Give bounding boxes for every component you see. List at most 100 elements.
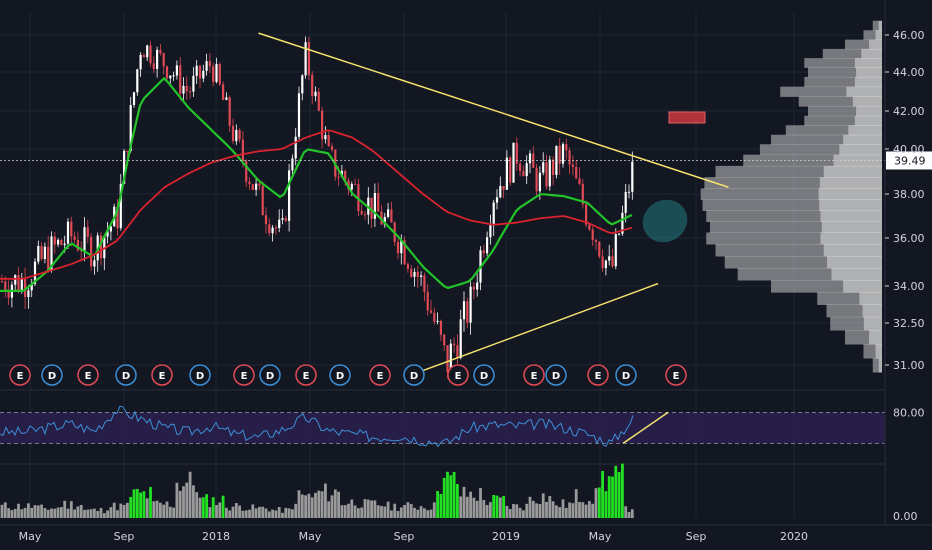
volume-bar: [413, 507, 416, 518]
dividend-marker[interactable]: [545, 364, 567, 386]
volume-bar: [541, 493, 545, 518]
volume-profile-value-area: [823, 165, 882, 178]
candle-body: [476, 282, 479, 290]
volume-bar: [439, 493, 443, 518]
volume-bar: [195, 492, 199, 518]
candle-body: [591, 229, 594, 241]
candle-body: [314, 91, 317, 97]
candle-body: [202, 70, 205, 79]
volume-bar: [119, 503, 123, 518]
dividend-marker[interactable]: [189, 364, 211, 386]
price-tick-label: 34.00: [893, 280, 925, 293]
volume-bar: [396, 510, 400, 518]
candle-body: [33, 261, 37, 284]
ma-slow-line: [0, 129, 633, 280]
candle-body: [548, 159, 551, 187]
volume-bar: [459, 496, 463, 518]
dividend-marker[interactable]: [259, 364, 281, 386]
earnings-marker[interactable]: [665, 364, 687, 386]
dividend-marker[interactable]: [615, 364, 637, 386]
candle-body: [294, 136, 297, 159]
volume-profile-value-area: [831, 268, 882, 281]
dividend-marker[interactable]: [115, 364, 137, 386]
volume-bar: [581, 502, 585, 518]
dividend-marker[interactable]: [41, 364, 63, 386]
time-tick-label: 2019: [492, 530, 520, 543]
volume-bar: [149, 487, 152, 518]
volume-bar: [597, 487, 601, 518]
volume-profile-value-area: [875, 344, 882, 359]
candle-body: [136, 69, 139, 93]
price-tick-label: 40.00: [893, 143, 925, 156]
volume-profile-value-area: [878, 20, 882, 31]
earnings-marker[interactable]: [151, 364, 173, 386]
candle-body: [459, 319, 462, 359]
volume-bar: [366, 499, 370, 518]
candle-body: [109, 226, 112, 232]
time-tick-label: May: [299, 530, 322, 543]
volume-bar: [122, 504, 126, 518]
volume-bar: [333, 489, 337, 518]
earnings-marker[interactable]: [77, 364, 99, 386]
volume-bar: [383, 506, 387, 518]
resistance-trendline: [258, 32, 729, 188]
earnings-marker[interactable]: [523, 364, 545, 386]
volume-bar: [56, 507, 60, 518]
candle-body: [212, 66, 215, 82]
candle-body: [73, 236, 76, 241]
candle-body: [505, 157, 508, 190]
volume-profile-value-area: [854, 115, 882, 126]
volume-bar: [423, 508, 426, 518]
volume-bar: [185, 482, 189, 518]
candle-body: [0, 281, 4, 283]
earnings-marker[interactable]: [447, 364, 469, 386]
volume-bar: [201, 497, 205, 518]
volume-profile-value-area: [843, 134, 882, 145]
volume-bar: [505, 505, 509, 518]
volume-bar: [135, 488, 139, 518]
candle-body: [215, 63, 218, 82]
dividend-marker[interactable]: [403, 364, 425, 386]
volume-bar: [225, 507, 228, 518]
earnings-marker[interactable]: [233, 364, 255, 386]
volume-bar: [126, 502, 129, 518]
volume-bar: [482, 500, 486, 518]
candle-body: [271, 227, 274, 234]
earnings-marker[interactable]: [295, 364, 317, 386]
volume-bar: [93, 508, 96, 518]
candle-body: [132, 92, 136, 106]
volume-profile-bar: [804, 115, 882, 126]
candle-body: [30, 283, 33, 291]
volume-bar: [281, 512, 284, 518]
volume-bar: [317, 490, 321, 518]
candle-body: [486, 237, 489, 254]
earnings-marker[interactable]: [9, 364, 31, 386]
volume-bar: [264, 508, 268, 518]
candle-body: [37, 245, 40, 262]
candle-body: [466, 301, 469, 323]
candle-body: [17, 275, 20, 292]
candle-body: [330, 146, 334, 150]
earnings-marker[interactable]: [369, 364, 391, 386]
candle-body: [146, 45, 149, 58]
event-marker-label: D: [48, 371, 56, 382]
candle-body: [618, 233, 621, 235]
earnings-marker[interactable]: [587, 364, 609, 386]
volume-profile-bar: [822, 48, 882, 59]
time-tick-label: 2020: [780, 530, 808, 543]
dividend-marker[interactable]: [329, 364, 351, 386]
current-price-badge: [886, 151, 932, 170]
candle-body: [251, 184, 254, 190]
dividend-marker[interactable]: [473, 364, 495, 386]
candle-body: [317, 91, 320, 111]
volume-bar: [211, 497, 215, 518]
candle-body: [152, 63, 155, 69]
volume-bar: [363, 499, 367, 518]
volume-bar: [73, 509, 76, 518]
candle-body: [192, 75, 195, 92]
volume-bar: [406, 502, 410, 518]
event-marker-label: D: [122, 371, 130, 382]
